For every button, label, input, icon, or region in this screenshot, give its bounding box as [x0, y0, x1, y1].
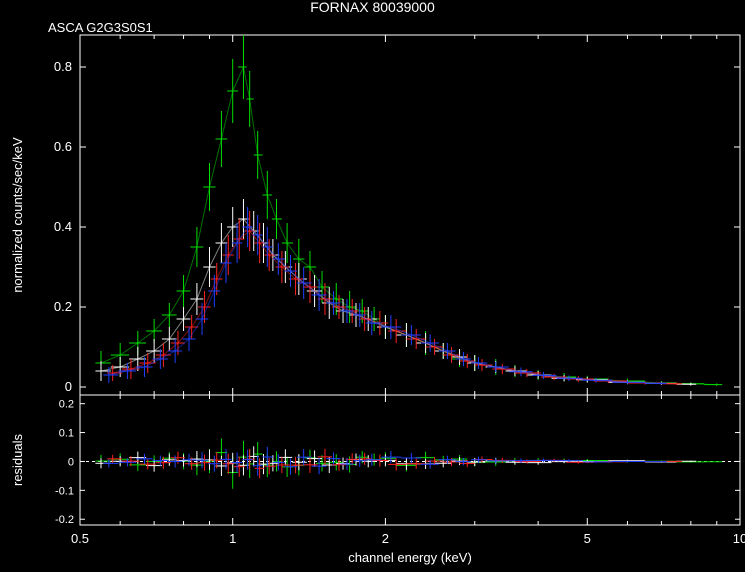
ytick-label-top: 0.6	[54, 139, 72, 154]
ytick-label-bot: -0.2	[55, 514, 74, 526]
xtick-label: 2	[382, 531, 389, 546]
top-plot-frame	[80, 35, 740, 395]
top-plot-data	[95, 35, 722, 386]
yaxis-label-top: normalized counts/sec/keV	[10, 137, 25, 293]
chart-title: FORNAX 80039000	[310, 0, 435, 15]
ytick-label-top: 0.2	[54, 299, 72, 314]
spectrum-chart: FORNAX 80039000 ASCA G2G3S0S1 0.5 1 2 5 10 0 0.2…	[0, 0, 745, 572]
ytick-label-bot: -0.1	[55, 485, 74, 497]
bottom-plot-frame	[80, 395, 740, 525]
xtick-label: 10	[733, 531, 745, 546]
ytick-label-bot: 0	[68, 456, 74, 468]
instrument-annotation: ASCA G2G3S0S1	[48, 20, 153, 35]
xtick-label: 1	[229, 531, 236, 546]
xtick-label: 5	[584, 531, 591, 546]
ytick-label-bot: 0.2	[59, 399, 74, 411]
ytick-label-bot: 0.1	[59, 428, 74, 440]
xaxis-label: channel energy (keV)	[348, 550, 472, 565]
ytick-label-top: 0.4	[54, 219, 72, 234]
ytick-label-top: 0	[65, 379, 72, 394]
xtick-label: 0.5	[71, 531, 89, 546]
yaxis-label-bot: residuals	[10, 433, 25, 486]
ytick-label-top: 0.8	[54, 59, 72, 74]
bottom-plot-data	[95, 438, 722, 488]
